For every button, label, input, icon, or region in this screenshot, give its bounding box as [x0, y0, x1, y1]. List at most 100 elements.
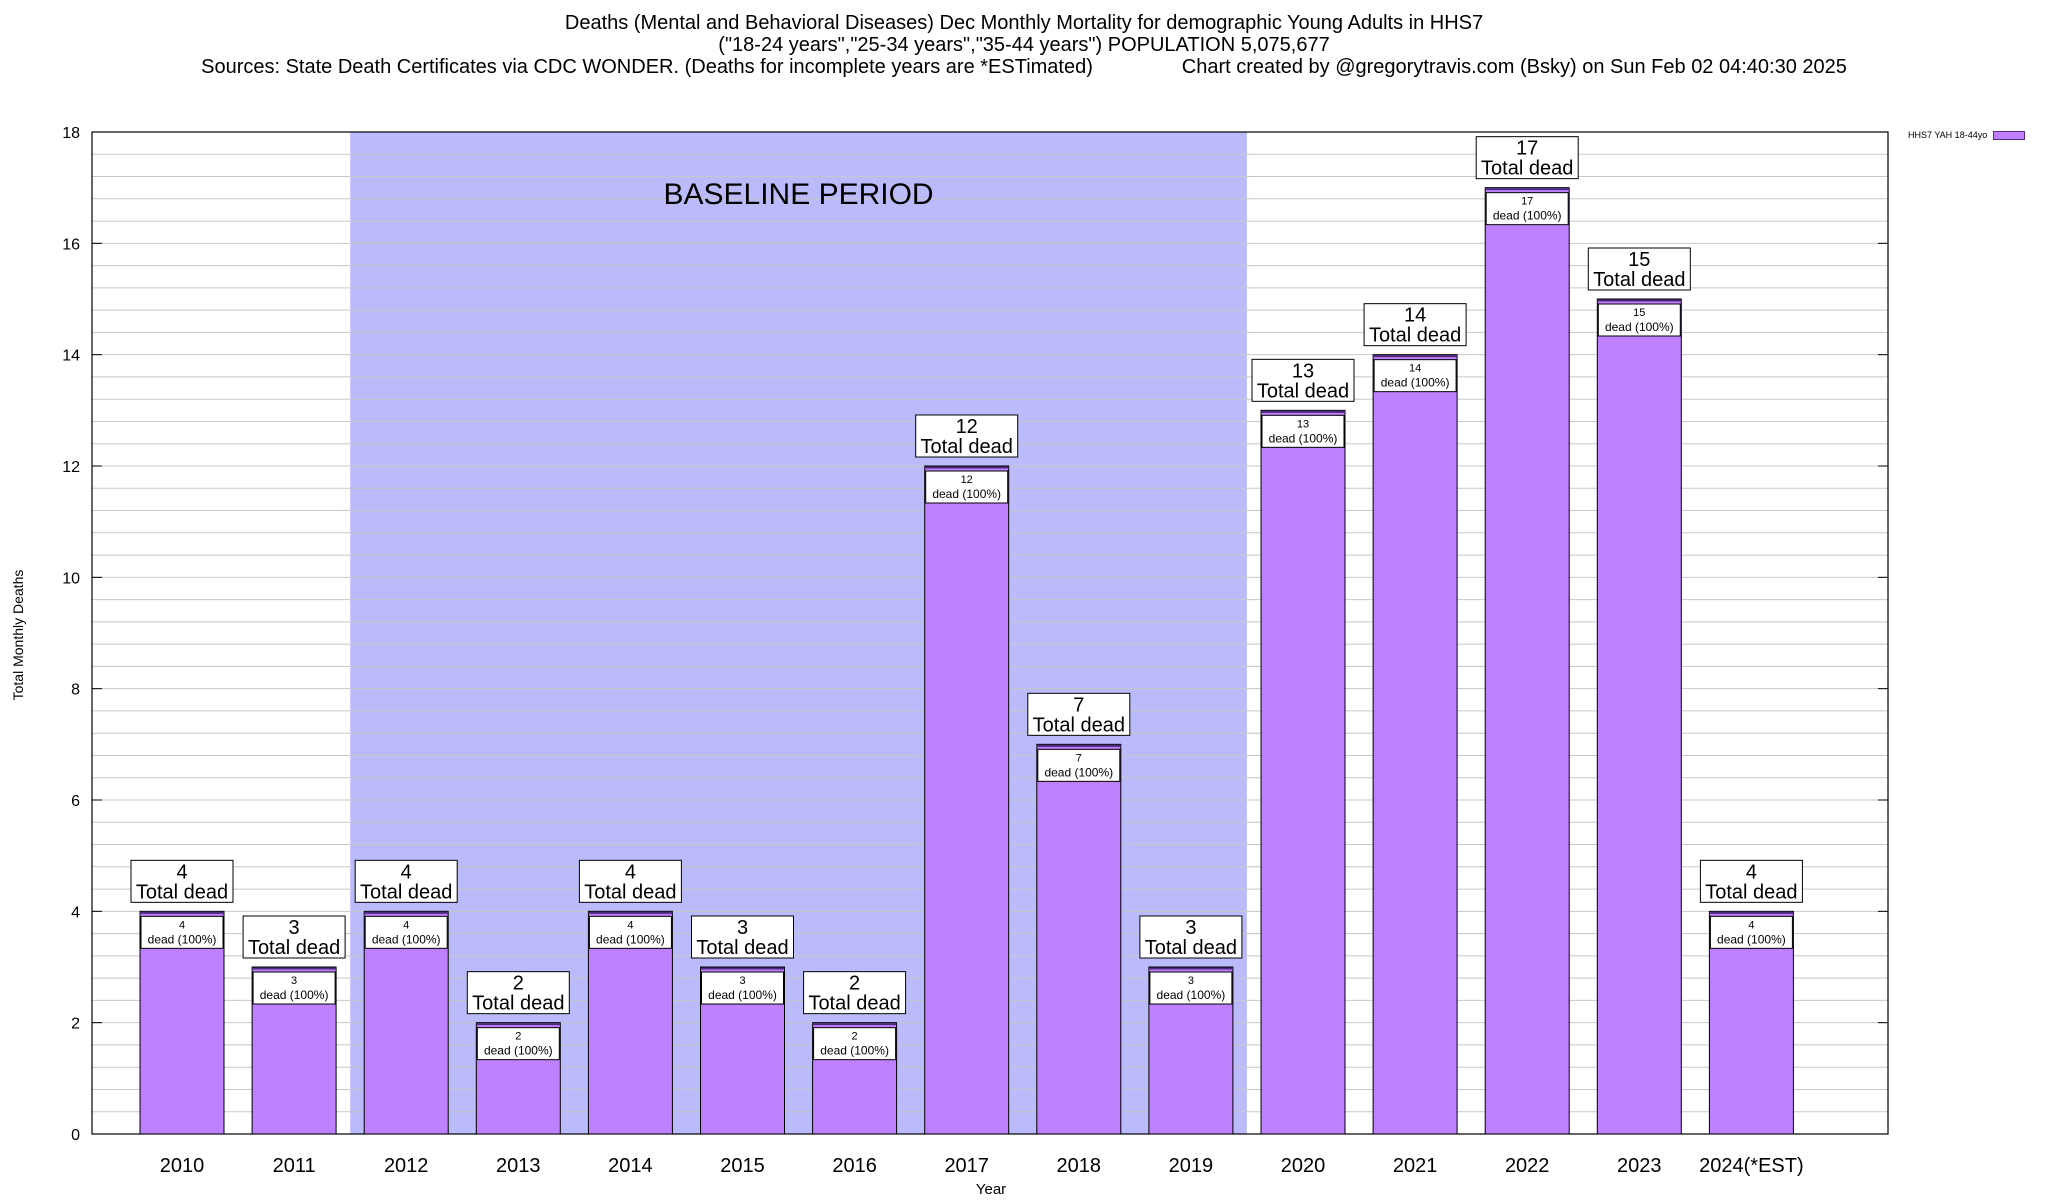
total-label-text: Total dead	[1481, 158, 1573, 180]
total-label-value: 3	[1185, 917, 1196, 939]
bar-inner-label-box	[588, 915, 672, 949]
bar-inner-label: dead (100%)	[1269, 431, 1338, 445]
bar-inner-value: 17	[1521, 196, 1533, 208]
total-label-box	[915, 414, 1019, 458]
bar	[924, 465, 1010, 1135]
legend-label: HHS7 YAH 18-44yo	[1908, 130, 1988, 140]
x-tick-label: 2010	[160, 1155, 205, 1177]
bar-inner-value: 15	[1633, 307, 1645, 319]
total-label-text: Total dead	[1145, 937, 1237, 959]
bar-inner-value: 7	[1076, 752, 1082, 764]
bar-inner-label-box	[364, 915, 448, 949]
bar-inner-label-box	[1485, 192, 1569, 226]
bar-inner-label-box	[1149, 971, 1233, 1005]
bar-inner-label: dead (100%)	[1381, 376, 1450, 390]
bar-inner-label-box	[252, 971, 336, 1005]
bar-inner-label: dead (100%)	[1493, 209, 1562, 223]
total-label-text: Total dead	[360, 881, 452, 903]
y-tick-label: 16	[62, 236, 80, 253]
total-label-box	[130, 859, 234, 903]
total-label-box	[691, 915, 794, 959]
y-tick-label: 6	[71, 793, 80, 810]
total-label-value: 12	[956, 416, 978, 438]
total-label-box	[1363, 303, 1467, 347]
total-label-box	[1699, 859, 1803, 903]
total-label-value: 13	[1292, 360, 1314, 382]
total-label-text: Total dead	[1593, 269, 1685, 291]
total-label-value: 15	[1628, 249, 1650, 271]
y-tick-label: 14	[62, 348, 80, 365]
bar	[1596, 298, 1682, 1135]
bar-inner-label: dead (100%)	[260, 988, 329, 1002]
x-tick-label: 2024(*EST)	[1699, 1155, 1804, 1177]
bar-inner-value: 3	[739, 975, 745, 987]
bar-inner-label: dead (100%)	[708, 988, 777, 1002]
bar-inner-value: 4	[1748, 919, 1754, 931]
x-tick-label: 2012	[384, 1155, 429, 1177]
bar-inner-label: dead (100%)	[1157, 988, 1226, 1002]
bar-inner-value: 13	[1297, 418, 1309, 430]
bar-inner-value: 4	[403, 919, 409, 931]
total-label-value: 4	[176, 861, 187, 883]
bar-inner-label-box	[140, 915, 224, 949]
total-label-value: 4	[401, 861, 412, 883]
total-label-box	[1027, 692, 1131, 736]
total-label-text: Total dead	[696, 937, 788, 959]
bar-inner-label-box	[1597, 303, 1681, 337]
y-tick-label: 0	[71, 1127, 80, 1144]
total-label-value: 14	[1404, 305, 1426, 327]
total-label-value: 4	[625, 861, 636, 883]
x-tick-label: 2011	[273, 1155, 316, 1177]
x-tick-label: 2021	[1393, 1155, 1438, 1177]
bar	[1036, 743, 1122, 1135]
total-label-box	[354, 859, 458, 903]
total-label-box	[1251, 358, 1355, 402]
total-label-text: Total dead	[1257, 380, 1349, 402]
bar	[1484, 187, 1570, 1135]
bar-inner-label-box	[1037, 748, 1121, 782]
bar-inner-label: dead (100%)	[148, 932, 217, 946]
bar-inner-label-box	[813, 1027, 897, 1061]
total-label-text: Total dead	[472, 993, 564, 1015]
total-label-text: Total dead	[921, 436, 1013, 458]
chart-subtitle: ("18-24 years","25-34 years","35-44 year…	[718, 34, 1330, 56]
total-label-box	[803, 971, 907, 1015]
bar	[1372, 354, 1458, 1135]
bar-inner-label-box	[925, 470, 1009, 504]
chart-source-line: Sources: State Death Certificates via CD…	[201, 56, 1847, 78]
total-label-value: 2	[513, 973, 524, 995]
bar-inner-value: 3	[291, 975, 297, 987]
bar-inner-label: dead (100%)	[1717, 932, 1786, 946]
total-label-box	[578, 859, 682, 903]
legend-swatch	[1993, 130, 2026, 140]
total-label-text: Total dead	[1369, 325, 1461, 347]
bar-inner-value: 12	[961, 474, 973, 486]
total-label-box	[1587, 247, 1691, 291]
bar-inner-value: 3	[1188, 975, 1194, 987]
y-tick-label: 8	[71, 682, 80, 699]
total-label-value: 3	[737, 917, 748, 939]
x-tick-label: 2017	[944, 1155, 989, 1177]
bar-inner-value: 14	[1409, 363, 1421, 375]
bar-inner-label: dead (100%)	[484, 1044, 553, 1058]
total-label-box	[242, 915, 346, 959]
chart-title: Deaths (Mental and Behavioral Diseases) …	[564, 12, 1484, 34]
bar-inner-label: dead (100%)	[932, 487, 1001, 501]
total-label-value: 2	[849, 973, 860, 995]
bar-inner-value: 4	[179, 919, 185, 931]
bar-inner-label: dead (100%)	[372, 932, 441, 946]
y-tick-label: 12	[62, 459, 80, 476]
baseline-period-label: BASELINE PERIOD	[664, 178, 934, 211]
y-tick-label: 18	[62, 125, 80, 142]
y-axis-label: Total Monthly Deaths	[10, 569, 26, 701]
bar-inner-label: dead (100%)	[596, 932, 665, 946]
total-label-box	[1475, 136, 1579, 180]
total-label-text: Total dead	[1033, 714, 1125, 736]
total-label-value: 4	[1746, 861, 1757, 883]
total-label-text: Total dead	[248, 937, 340, 959]
x-tick-label: 2023	[1617, 1155, 1662, 1177]
bar-inner-value: 2	[852, 1031, 858, 1043]
chart-header: Deaths (Mental and Behavioral Diseases) …	[0, 12, 2048, 78]
total-label-text: Total dead	[584, 881, 676, 903]
